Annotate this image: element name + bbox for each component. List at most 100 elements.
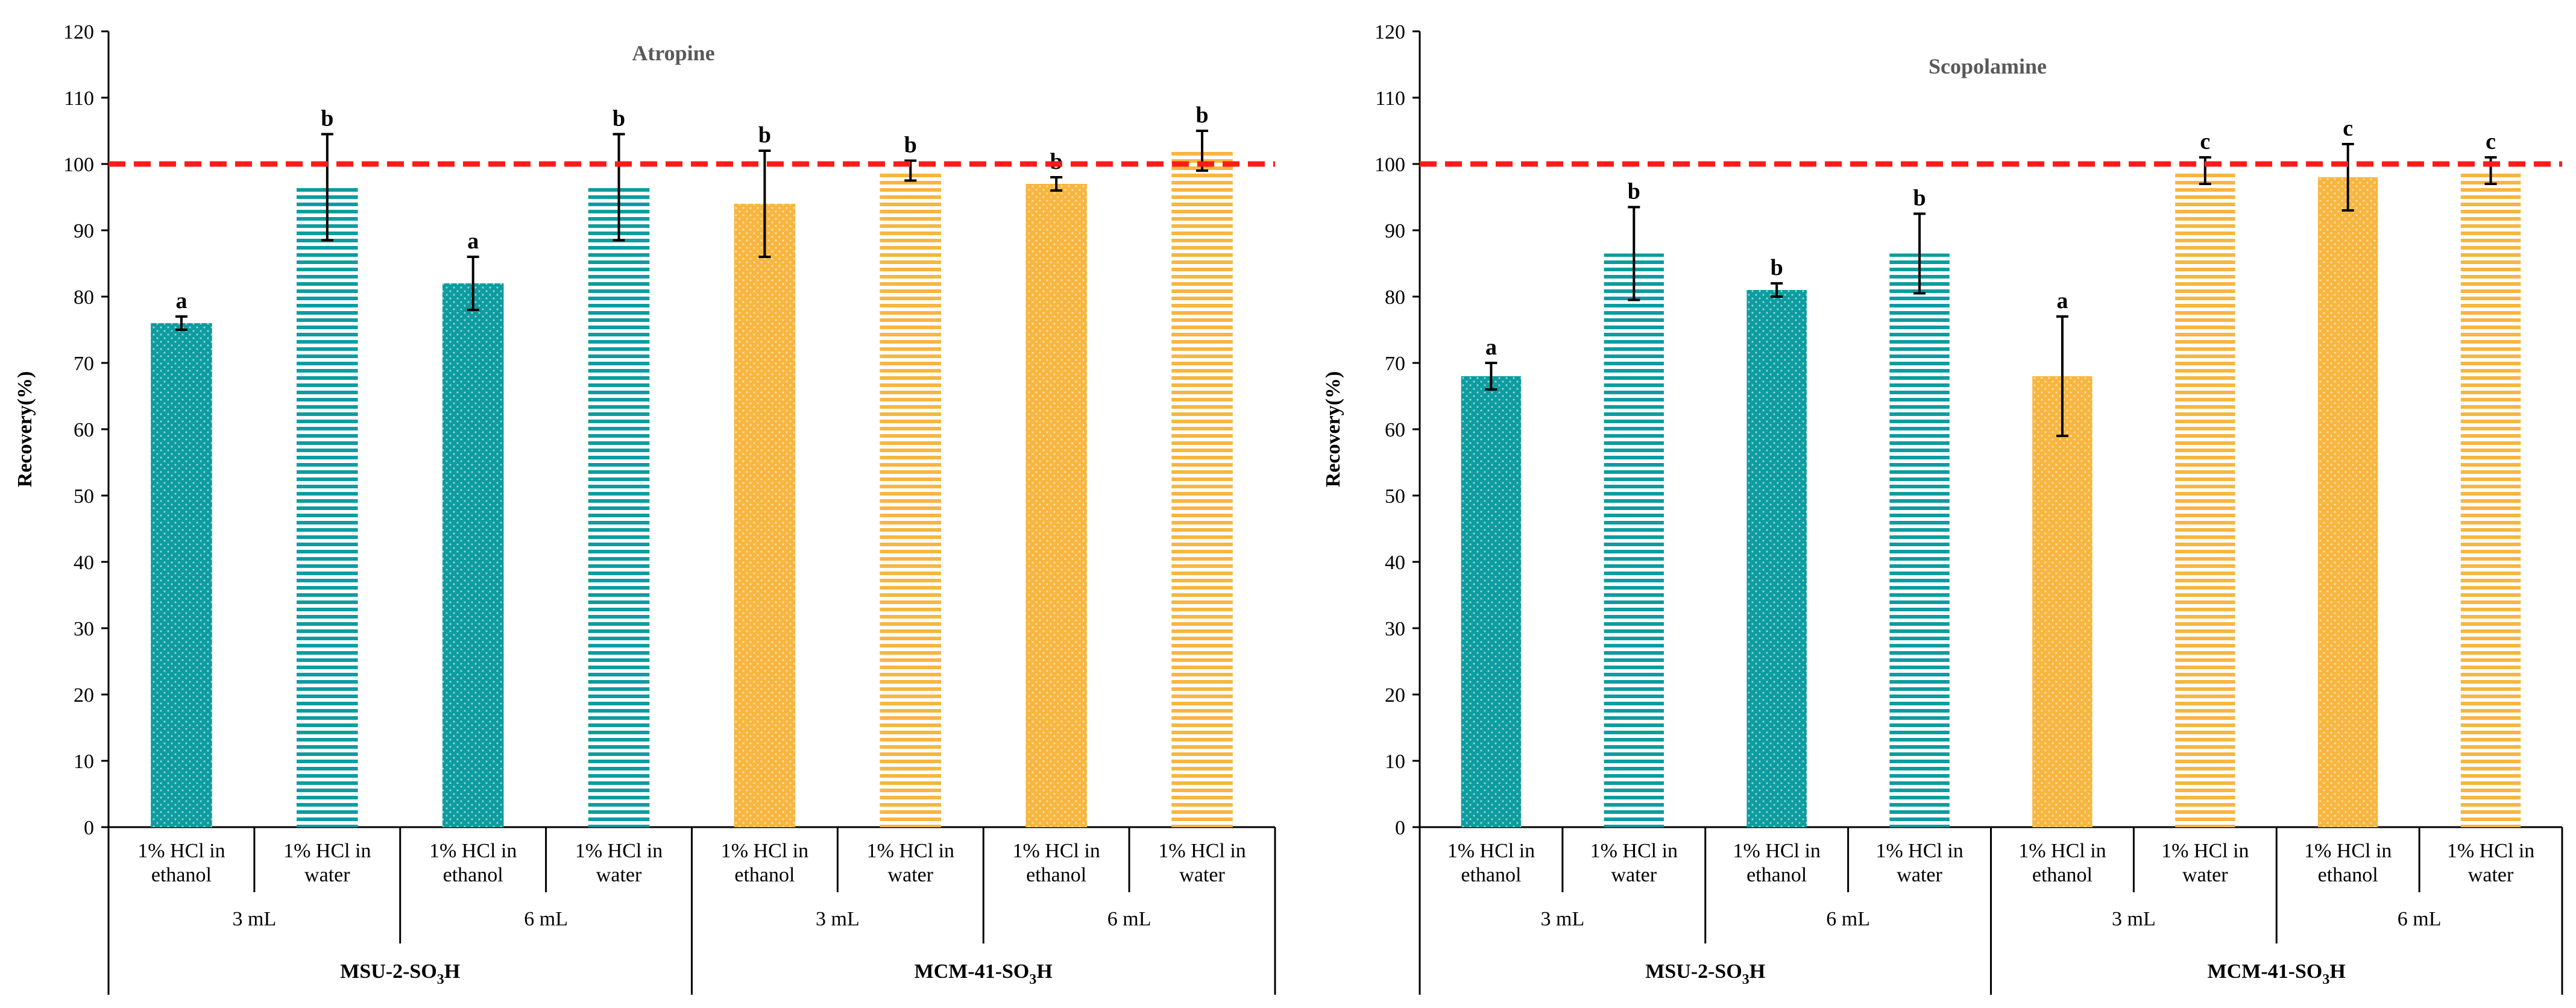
category-label: 1% HCl in — [1875, 840, 1963, 862]
y-tick-label: 90 — [74, 220, 94, 242]
y-tick-label: 60 — [74, 419, 94, 441]
y-tick-label: 90 — [1385, 220, 1405, 242]
category-label: ethanol — [151, 864, 212, 886]
y-tick-label: 100 — [63, 154, 94, 176]
bar — [442, 283, 504, 827]
bar — [297, 187, 358, 827]
material-label: MCM-41-SO3H — [2208, 960, 2346, 988]
category-label: 1% HCl in — [1447, 840, 1535, 862]
significance-letter: a — [175, 288, 187, 313]
volume-label: 6 mL — [1826, 908, 1870, 930]
y-tick-label: 0 — [84, 817, 94, 839]
y-tick-label: 20 — [1385, 684, 1405, 707]
bar — [2460, 171, 2521, 827]
bar — [1461, 376, 1522, 827]
y-tick-label: 0 — [1395, 817, 1405, 839]
category-label: ethanol — [734, 864, 795, 886]
significance-letter: b — [1195, 102, 1208, 128]
y-tick-label: 120 — [1375, 21, 1405, 43]
category-label: water — [888, 864, 934, 886]
y-tick-label: 70 — [1385, 353, 1405, 375]
y-tick-label: 80 — [74, 286, 94, 309]
category-label: 1% HCl in — [2161, 840, 2249, 862]
significance-letter: b — [1628, 179, 1640, 204]
category-label: ethanol — [1026, 864, 1086, 886]
category-label: 1% HCl in — [429, 840, 517, 862]
y-tick-label: 110 — [1375, 87, 1405, 110]
y-axis-title: Recovery(%) — [1322, 371, 1344, 488]
chart-title: Atropine — [632, 41, 714, 65]
bar — [2032, 376, 2093, 827]
y-tick-label: 20 — [74, 684, 94, 707]
category-label: 1% HCl in — [721, 840, 808, 862]
y-tick-label: 10 — [74, 751, 94, 773]
category-label: 1% HCl in — [2304, 840, 2392, 862]
significance-letter: a — [2056, 288, 2068, 313]
volume-label: 6 mL — [524, 908, 568, 930]
bar — [1746, 290, 1807, 827]
volume-label: 3 mL — [816, 908, 860, 930]
volume-label: 3 mL — [1541, 908, 1585, 930]
y-tick-label: 60 — [1385, 419, 1405, 441]
bar — [1025, 184, 1087, 827]
category-label: 1% HCl in — [1733, 840, 1820, 862]
category-label: ethanol — [443, 864, 503, 886]
category-label: 1% HCl in — [2018, 840, 2106, 862]
chart-title: Scopolamine — [1929, 54, 2047, 78]
category-label: 1% HCl in — [1012, 840, 1100, 862]
significance-letter: b — [758, 122, 771, 148]
category-label: ethanol — [1746, 864, 1807, 886]
category-label: 1% HCl in — [1158, 840, 1245, 862]
y-tick-label: 30 — [1385, 618, 1405, 640]
material-label: MSU-2-SO3H — [340, 960, 460, 988]
category-label: water — [596, 864, 642, 886]
chart-panel-2: Scopolamine Recovery(%) 0 10 20 30 40 50 60 70 80 9… — [1322, 21, 2563, 995]
material-label: MCM-41-SO3H — [915, 960, 1053, 988]
y-tick-label: 70 — [74, 353, 94, 375]
volume-label: 6 mL — [2398, 908, 2442, 930]
y-tick-label: 10 — [1385, 751, 1405, 773]
material-label: MSU-2-SO3H — [1645, 960, 1765, 988]
category-label: water — [1611, 864, 1657, 886]
category-label: 1% HCl in — [867, 840, 954, 862]
significance-letter: c — [2200, 129, 2210, 154]
y-tick-label: 50 — [74, 485, 94, 508]
category-label: water — [1897, 864, 1942, 886]
bar — [2317, 177, 2378, 827]
y-tick-label: 80 — [1385, 286, 1405, 309]
chart-panel-1: Atropine Recovery(%) 0 10 20 30 40 50 60 70 80 90 10… — [14, 21, 1276, 995]
category-label: water — [2182, 864, 2228, 886]
category-label: water — [1179, 864, 1225, 886]
bar — [1604, 253, 1664, 827]
category-label: ethanol — [1461, 864, 1521, 886]
bar — [2175, 171, 2235, 827]
significance-letter: b — [321, 106, 333, 131]
bar — [734, 204, 796, 827]
y-axis-title: Recovery(%) — [14, 371, 36, 488]
significance-letter: c — [2486, 129, 2496, 154]
significance-letter: b — [1913, 186, 1926, 211]
category-label: ethanol — [2318, 864, 2378, 886]
category-label: ethanol — [2032, 864, 2093, 886]
bar — [1889, 253, 1950, 827]
volume-label: 3 mL — [2112, 908, 2156, 930]
bar — [880, 171, 942, 827]
category-label: 1% HCl in — [283, 840, 371, 862]
y-tick-label: 40 — [1385, 552, 1405, 574]
y-tick-label: 120 — [63, 21, 94, 43]
y-tick-label: 40 — [74, 552, 94, 574]
volume-label: 6 mL — [1107, 908, 1151, 930]
significance-letter: a — [467, 228, 479, 254]
significance-letter: a — [1485, 335, 1497, 360]
significance-letter: b — [904, 133, 917, 158]
category-label: water — [2468, 864, 2514, 886]
category-label: water — [304, 864, 350, 886]
y-tick-label: 100 — [1375, 154, 1405, 176]
significance-letter: b — [613, 106, 625, 131]
bar — [1171, 151, 1233, 827]
category-label: 1% HCl in — [137, 840, 225, 862]
significance-letter: c — [2343, 116, 2353, 141]
bar — [151, 323, 212, 827]
